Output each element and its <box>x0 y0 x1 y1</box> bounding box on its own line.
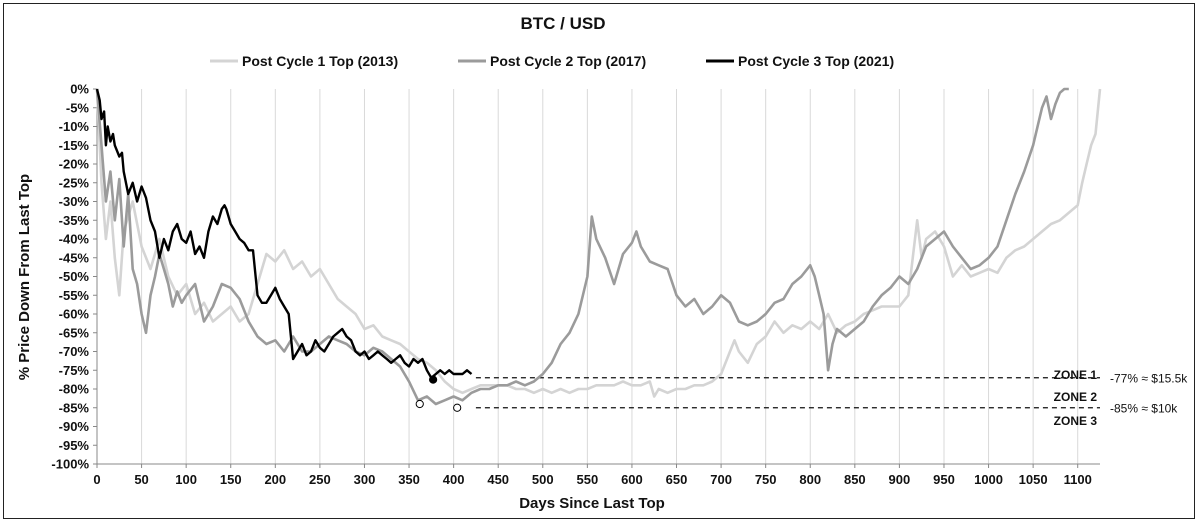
x-tick-label: 950 <box>933 472 955 487</box>
series-line-cycle2 <box>95 87 1069 406</box>
y-tick-label: -80% <box>59 382 90 397</box>
x-tick-label: 700 <box>710 472 732 487</box>
x-tick-label: 250 <box>309 472 331 487</box>
x-axis-label: Days Since Last Top <box>519 495 665 512</box>
chart-title: BTC / USD <box>521 14 606 33</box>
y-axis-label: % Price Down From Last Top <box>16 174 33 380</box>
y-tick-label: -90% <box>59 419 90 434</box>
point-marker-3 <box>453 403 462 412</box>
x-tick-label: 400 <box>443 472 465 487</box>
x-tick-label: 200 <box>264 472 286 487</box>
reference-line-label-1: -77% ≈ $15.5k <box>1110 371 1188 385</box>
y-tick-label: -85% <box>59 400 90 415</box>
x-tick-label: 750 <box>755 472 777 487</box>
y-tick-label: -60% <box>59 307 90 322</box>
x-tick-label: 650 <box>666 472 688 487</box>
x-tick-label: 300 <box>354 472 376 487</box>
y-tick-label: -40% <box>59 232 90 247</box>
x-tick-label: 50 <box>134 472 148 487</box>
y-tick-label: -95% <box>59 438 90 453</box>
chart-frame <box>3 3 1195 519</box>
y-tick-label: -10% <box>59 119 90 134</box>
x-tick-label: 850 <box>844 472 866 487</box>
reference-lines: -77% ≈ $15.5k -85% ≈ $10k <box>475 371 1188 415</box>
y-tick-label: -50% <box>59 269 90 284</box>
zone-3-label: ZONE 3 <box>1054 414 1098 428</box>
grid <box>141 89 1079 464</box>
y-tick-label: 0% <box>70 82 89 97</box>
y-tick-label: -25% <box>59 175 90 190</box>
x-tick-label: 450 <box>487 472 509 487</box>
x-tick-label: 800 <box>799 472 821 487</box>
x-tick-label: 150 <box>220 472 242 487</box>
reference-line-label-2: -85% ≈ $10k <box>1110 401 1178 415</box>
legend-label-cycle2: Post Cycle 2 Top (2017) <box>490 53 646 69</box>
legend-label-cycle1: Post Cycle 1 Top (2013) <box>242 53 398 69</box>
x-tick-label: 1100 <box>1064 472 1092 487</box>
series-lines <box>95 87 1102 406</box>
zone-2-label: ZONE 2 <box>1054 390 1098 404</box>
x-tick-label: 900 <box>889 472 911 487</box>
y-tick-label: -45% <box>59 250 90 265</box>
point-marker-2 <box>415 399 424 409</box>
axes: 0% -5% -10% -15% -20% -25% -30% -35% -40% -45% -50… <box>51 82 1100 487</box>
y-tick-label: -20% <box>59 157 90 172</box>
x-tick-label: 100 <box>175 472 197 487</box>
legend-label-cycle3: Post Cycle 3 Top (2021) <box>738 53 894 69</box>
y-tick-label: -15% <box>59 138 90 153</box>
y-tick-label: -30% <box>59 194 90 209</box>
x-tick-label: 1050 <box>1019 472 1048 487</box>
y-tick-label: -35% <box>59 213 90 228</box>
x-tick-label: 350 <box>398 472 420 487</box>
y-tick-label: -100% <box>51 457 89 472</box>
x-tick-label: 1000 <box>974 472 1003 487</box>
y-tick-label: -75% <box>59 363 90 378</box>
x-tick-label: 500 <box>532 472 554 487</box>
y-tick-label: -5% <box>66 100 90 115</box>
series-line-cycle3 <box>95 88 473 379</box>
y-tick-label: -55% <box>59 288 90 303</box>
zone-1-label: ZONE 1 <box>1054 368 1098 382</box>
point-marker-1 <box>429 375 438 384</box>
x-tick-label: 600 <box>621 472 643 487</box>
series-line-cycle1 <box>95 88 1102 398</box>
legend: Post Cycle 1 Top (2013) Post Cycle 2 Top… <box>210 53 894 69</box>
markers <box>415 375 462 412</box>
y-tick-label: -65% <box>59 325 90 340</box>
x-tick-label: 550 <box>577 472 599 487</box>
x-tick-label: 0 <box>93 472 100 487</box>
y-tick-label: -70% <box>59 344 90 359</box>
